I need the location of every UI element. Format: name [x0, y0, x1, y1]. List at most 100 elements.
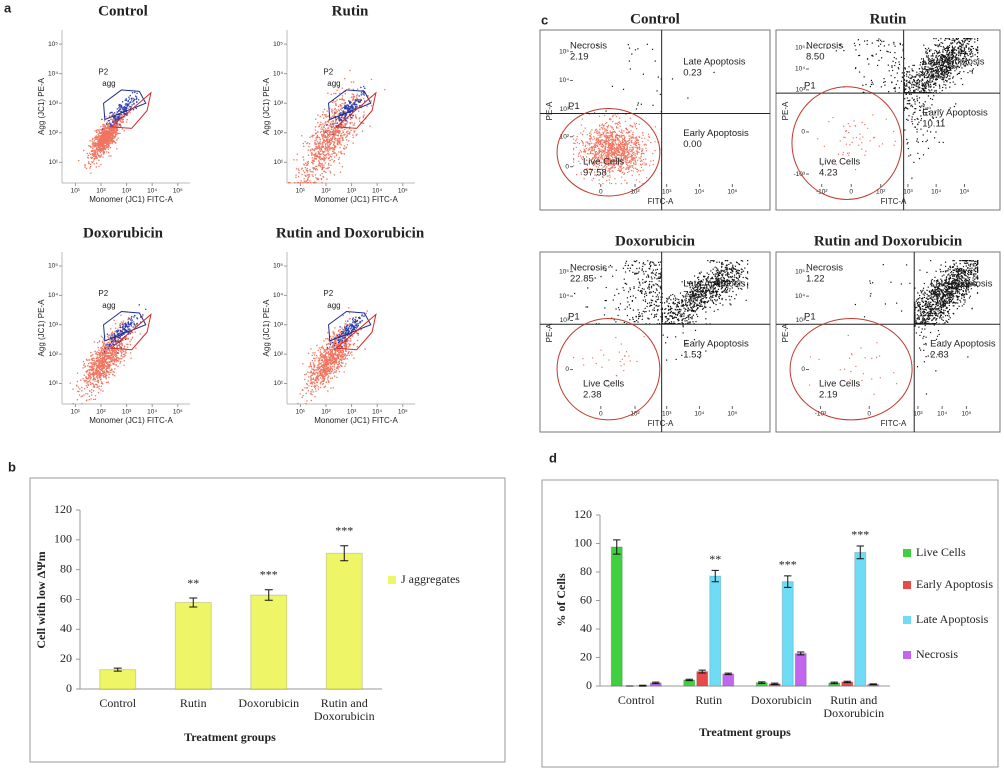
event-dot — [322, 354, 324, 356]
event-dot — [311, 372, 314, 374]
event-dot — [121, 357, 123, 360]
event-dot — [627, 143, 630, 145]
event-dot — [117, 137, 119, 139]
event-dot — [109, 363, 111, 366]
event-dot — [105, 132, 107, 135]
event-dot — [85, 380, 87, 382]
event-dot — [319, 371, 321, 373]
event-dot — [108, 131, 111, 133]
event-dot — [82, 367, 84, 369]
event-dot — [344, 93, 346, 95]
event-dot — [104, 125, 107, 128]
event-dot — [312, 134, 314, 137]
event-dot — [330, 340, 333, 342]
event-dot — [353, 357, 355, 359]
event-dot — [323, 360, 325, 362]
event-dot — [87, 373, 89, 376]
gate-outline — [328, 311, 372, 342]
event-dot — [86, 359, 88, 361]
event-dot — [347, 107, 349, 110]
event-dot — [327, 332, 329, 334]
event-dot — [129, 332, 132, 335]
event-dot — [101, 138, 104, 140]
event-dot — [348, 126, 351, 128]
event-dot — [109, 124, 111, 126]
event-dot — [108, 346, 110, 348]
event-dot — [611, 136, 613, 138]
event-dot — [325, 353, 327, 355]
event-dot — [89, 167, 91, 169]
event-dot — [109, 356, 111, 358]
event-dot — [344, 335, 346, 337]
event-dot — [622, 161, 624, 163]
event-dot — [90, 150, 93, 153]
event-dot — [104, 130, 107, 133]
event-dot — [345, 329, 347, 332]
event-dot — [591, 147, 593, 149]
event-dot — [338, 87, 340, 89]
event-dot — [332, 365, 334, 368]
event-dot — [95, 364, 97, 366]
event-dot — [314, 148, 316, 151]
event-dot — [109, 130, 111, 132]
event-dot — [319, 141, 321, 143]
event-dot — [123, 113, 126, 115]
event-dot — [324, 140, 327, 142]
event-dot — [335, 125, 337, 127]
event-dot — [106, 144, 108, 146]
event-dot — [333, 333, 335, 335]
event-dot — [603, 159, 605, 162]
event-dot — [643, 153, 645, 155]
event-dot — [302, 170, 305, 172]
event-dot — [126, 338, 128, 340]
event-dot — [337, 131, 339, 133]
event-dot — [341, 331, 344, 333]
event-dot — [111, 348, 113, 350]
event-dot — [120, 104, 123, 107]
event-dot — [326, 141, 328, 144]
event-dot — [359, 98, 362, 100]
event-dot — [93, 157, 95, 160]
event-dot — [345, 343, 348, 345]
event-dot — [340, 123, 342, 125]
event-dot — [342, 99, 345, 101]
event-dot — [364, 348, 366, 350]
event-dot — [93, 160, 95, 162]
event-dot — [98, 159, 100, 161]
event-dot — [97, 360, 99, 363]
event-dot — [92, 362, 95, 364]
event-dot — [344, 320, 347, 322]
y-tick-label: 10¹ — [274, 159, 284, 166]
event-dot — [115, 355, 117, 357]
event-dot — [339, 364, 342, 366]
event-dot — [347, 352, 349, 354]
event-dot — [106, 370, 108, 372]
event-dot — [97, 370, 100, 373]
event-dot — [104, 141, 106, 143]
event-dot — [355, 117, 357, 119]
event-dot — [309, 149, 311, 151]
y-tick-label: 10³ — [274, 100, 284, 107]
event-dot — [92, 376, 95, 378]
event-dot — [99, 373, 101, 375]
event-dot — [336, 353, 338, 355]
event-dot — [318, 152, 320, 155]
event-dot — [106, 142, 108, 144]
event-dot — [310, 150, 312, 152]
event-dot — [600, 155, 602, 157]
event-dot — [326, 156, 328, 159]
event-dot — [108, 123, 110, 125]
event-dot — [317, 386, 319, 388]
event-dot — [125, 337, 127, 339]
event-dot — [348, 324, 351, 326]
event-dot — [336, 357, 338, 359]
event-dot — [338, 98, 341, 101]
event-dot — [119, 132, 121, 135]
event-dot — [289, 182, 291, 184]
event-dot — [632, 157, 634, 160]
event-dot — [98, 374, 101, 376]
event-dot — [337, 349, 339, 352]
event-dot — [116, 127, 118, 129]
event-dot — [613, 159, 615, 161]
event-dot — [106, 141, 109, 143]
